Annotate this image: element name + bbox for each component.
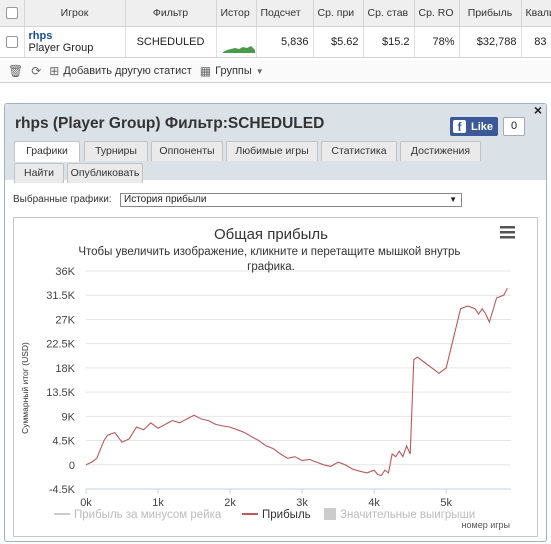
chart-legend[interactable]: Прибыль за минусом рейка Прибыль Значитель… bbox=[54, 508, 475, 521]
panel-title: rhps (Player Group) Фильтр:SCHEDULED bbox=[15, 115, 325, 132]
dropdown-arrow-icon: ▼ bbox=[449, 195, 457, 204]
profit-chart[interactable]: 36K 31.5K 27K 22.5K 18K 13.5K 9K 4.5K 0 -4.5K 0k 1… bbox=[14, 218, 537, 536]
row-checkbox[interactable] bbox=[5, 36, 18, 49]
avg-roi-cell: 78% bbox=[414, 26, 460, 58]
tab-find[interactable]: Найти bbox=[14, 163, 64, 183]
chart-subtitle: Чтобы увеличить изображение, кликните и … bbox=[78, 246, 463, 273]
avg-stake-cell: $15.2 bbox=[363, 26, 415, 58]
chart-title: Общая прибыль bbox=[214, 226, 328, 243]
chart-select[interactable]: История прибыли ▼ bbox=[120, 193, 462, 207]
column-header-filter[interactable]: Фильтр bbox=[125, 0, 217, 27]
column-header-avg-stake[interactable]: Ср. став bbox=[363, 0, 415, 27]
facebook-icon: f bbox=[453, 120, 466, 134]
y-tick-label: 31.5K bbox=[46, 290, 75, 302]
row-checkbox-cell[interactable] bbox=[0, 26, 25, 58]
series-line-profit bbox=[85, 287, 508, 477]
table-row[interactable]: rhps Player Group SCHEDULED 5,836 $5.62 … bbox=[0, 26, 551, 58]
select-all-checkbox[interactable] bbox=[5, 7, 18, 20]
groups-icon[interactable]: ▦ bbox=[199, 64, 212, 78]
player-group-label: Player Group bbox=[28, 42, 94, 54]
chevron-down-icon[interactable]: ▼ bbox=[255, 66, 264, 76]
player-name-link[interactable]: rhps bbox=[28, 30, 53, 42]
x-tick-label: 2k bbox=[224, 497, 236, 509]
tab-publish[interactable]: Опубликовать bbox=[67, 163, 143, 183]
column-header-avg-profit[interactable]: Ср. при bbox=[313, 0, 364, 27]
filter-cell: SCHEDULED bbox=[125, 26, 217, 58]
table-header-row: Игрок Фильтр Истор Подсчет Ср. при Ср. с… bbox=[0, 0, 551, 27]
legend-item[interactable]: Прибыль за минусом рейка bbox=[74, 509, 222, 521]
x-tick-label: 4k bbox=[368, 497, 380, 509]
trash-icon[interactable]: 🗑 bbox=[8, 64, 24, 78]
legend-swatch bbox=[324, 508, 336, 520]
qual-cell: 83 bbox=[521, 26, 551, 58]
player-panel: rhps (Player Group) Фильтр:SCHEDULED × f… bbox=[4, 102, 547, 542]
profit-chart-container[interactable]: 36K 31.5K 27K 22.5K 18K 13.5K 9K 4.5K 0 -4.5K 0k 1… bbox=[13, 217, 538, 537]
y-tick-label: 22.5K bbox=[46, 339, 75, 351]
y-axis-label: Суммарный итог (USD) bbox=[20, 342, 30, 434]
table-toolbar: 🗑 ⟳ ⊞ Добавить другую статист ▦ Группы ▼ bbox=[0, 60, 551, 83]
y-tick-label: 36K bbox=[55, 266, 75, 278]
add-stat-button[interactable]: Добавить другую статист bbox=[63, 65, 192, 77]
chart-menu-icon[interactable] bbox=[500, 226, 515, 239]
column-header-qual[interactable]: Квали bbox=[521, 0, 551, 27]
tab-tournaments[interactable]: Турниры bbox=[84, 141, 148, 161]
tab-charts[interactable]: Графики bbox=[14, 141, 80, 162]
tab-favorite-games[interactable]: Любимые игры bbox=[226, 141, 318, 161]
x-axis-label: номер игры bbox=[462, 520, 510, 530]
panel-header: rhps (Player Group) Фильтр:SCHEDULED × f… bbox=[5, 102, 546, 183]
y-tick-label: 13.5K bbox=[46, 387, 75, 399]
facebook-like-button[interactable]: f Like bbox=[450, 117, 499, 136]
x-tick-label: 0k bbox=[80, 497, 92, 509]
select-all-checkbox-cell[interactable] bbox=[0, 0, 25, 27]
count-cell: 5,836 bbox=[256, 26, 314, 58]
like-label: Like bbox=[471, 120, 494, 133]
y-tick-label: 18K bbox=[55, 363, 75, 375]
x-tick-label: 3k bbox=[296, 497, 308, 509]
tab-achievements[interactable]: Достижения bbox=[400, 141, 481, 161]
avg-profit-cell: $5.62 bbox=[313, 26, 364, 58]
add-stat-icon[interactable]: ⊞ bbox=[49, 64, 60, 78]
column-header-history[interactable]: Истор bbox=[216, 0, 257, 27]
tab-statistics[interactable]: Статистика bbox=[321, 141, 397, 161]
history-sparkline bbox=[222, 45, 255, 53]
column-header-player[interactable]: Игрок bbox=[24, 0, 126, 27]
legend-item[interactable]: Прибыль bbox=[262, 509, 311, 521]
chart-select-value: История прибыли bbox=[124, 194, 207, 205]
chart-select-label: Выбранные графики: bbox=[13, 194, 112, 205]
like-count: 0 bbox=[503, 117, 525, 136]
profit-cell: $32,788 bbox=[459, 26, 522, 58]
refresh-icon[interactable]: ⟳ bbox=[31, 64, 42, 78]
stats-table: Игрок Фильтр Истор Подсчет Ср. при Ср. с… bbox=[0, 0, 551, 58]
groups-button[interactable]: Группы bbox=[215, 65, 252, 77]
y-tick-label: 27K bbox=[55, 314, 75, 326]
column-header-count[interactable]: Подсчет bbox=[256, 0, 314, 27]
player-cell[interactable]: rhps Player Group bbox=[24, 26, 126, 58]
x-tick-label: 5k bbox=[440, 497, 452, 509]
column-header-profit[interactable]: Прибыль bbox=[459, 0, 522, 27]
y-tick-label: -4.5K bbox=[49, 484, 76, 496]
y-tick-label: 9K bbox=[62, 411, 76, 423]
x-tick-label: 1k bbox=[152, 497, 164, 509]
tab-opponents[interactable]: Оппоненты bbox=[151, 141, 223, 161]
legend-item[interactable]: Значительные выигрыши bbox=[340, 509, 475, 521]
close-icon[interactable]: × bbox=[533, 102, 542, 118]
y-tick-label: 0 bbox=[69, 460, 75, 472]
column-header-avg-roi[interactable]: Ср. RO bbox=[414, 0, 460, 27]
y-tick-label: 4.5K bbox=[52, 436, 75, 448]
history-sparkline-cell[interactable] bbox=[216, 26, 257, 58]
